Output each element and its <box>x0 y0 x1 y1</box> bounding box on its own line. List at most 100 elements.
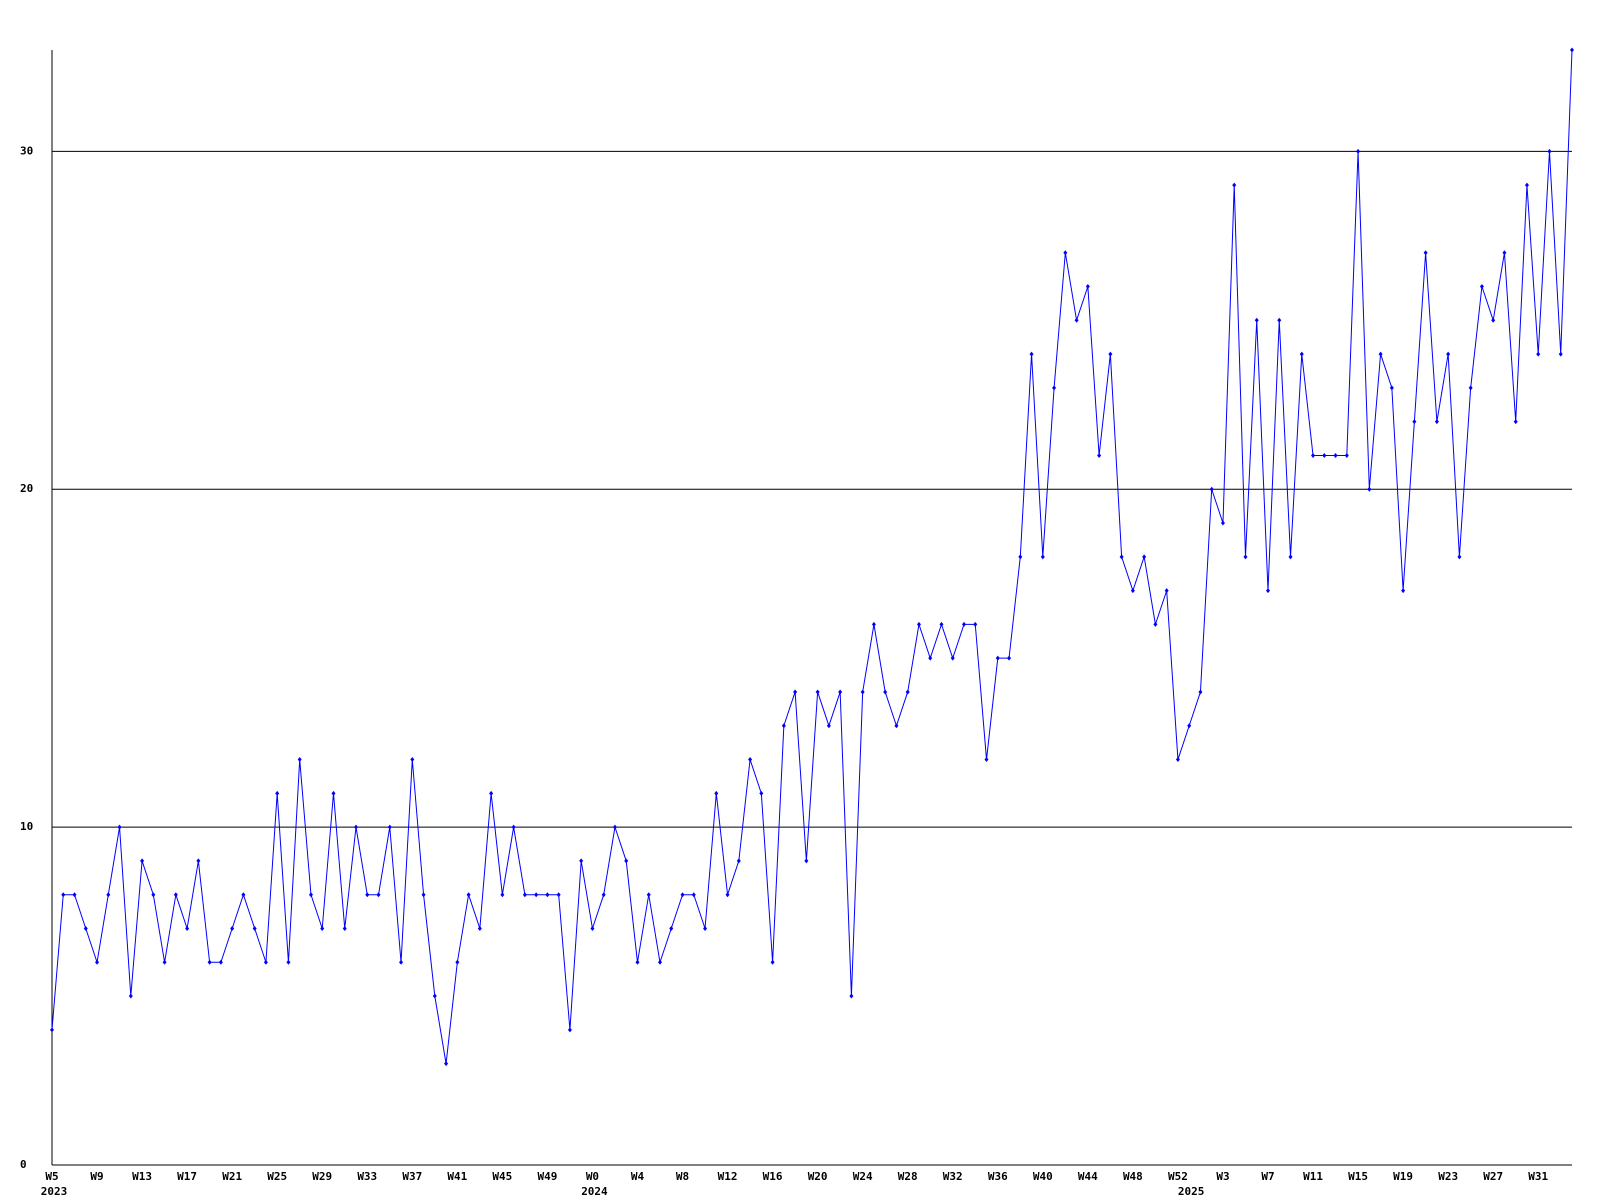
data-point <box>173 892 178 898</box>
x-tick-label: W20 <box>808 1170 828 1183</box>
data-point <box>140 858 145 864</box>
data-point <box>241 892 246 898</box>
data-point <box>365 892 370 898</box>
data-point <box>939 621 944 627</box>
data-point <box>1412 419 1417 425</box>
data-point <box>342 925 347 931</box>
data-point <box>916 621 921 627</box>
year-label: 2023 <box>41 1185 68 1198</box>
x-tick-label: W17 <box>177 1170 197 1183</box>
data-point <box>207 959 212 965</box>
y-tick-label: 30 <box>20 144 33 157</box>
data-point <box>1378 351 1383 357</box>
data-point <box>511 824 516 830</box>
data-point <box>590 925 595 931</box>
data-point <box>883 689 888 695</box>
data-point <box>781 723 786 729</box>
x-tick-label: W27 <box>1483 1170 1503 1183</box>
data-point <box>320 925 325 931</box>
data-point <box>331 790 336 796</box>
x-tick-label: W12 <box>718 1170 738 1183</box>
data-point <box>1434 419 1439 425</box>
data-point <box>410 757 415 763</box>
data-point <box>106 892 111 898</box>
x-tick-label: W15 <box>1348 1170 1368 1183</box>
data-point <box>826 723 831 729</box>
data-point <box>354 824 358 830</box>
data-point <box>714 790 719 796</box>
data-point <box>1209 486 1214 492</box>
data-point <box>545 892 550 898</box>
data-point <box>1187 723 1192 729</box>
data-point <box>500 892 505 898</box>
data-point <box>703 925 708 931</box>
data-point <box>669 925 674 931</box>
data-point <box>61 892 66 898</box>
data-point <box>646 892 651 898</box>
y-tick-label: 20 <box>20 482 33 495</box>
data-point <box>635 959 640 965</box>
x-tick-label: W7 <box>1261 1170 1274 1183</box>
data-point <box>612 824 617 830</box>
x-tick-label: W0 <box>586 1170 599 1183</box>
data-point <box>1344 452 1349 458</box>
data-point <box>128 993 133 999</box>
data-point <box>1299 351 1304 357</box>
x-tick-label: W33 <box>357 1170 377 1183</box>
data-point <box>1153 621 1158 627</box>
data-point <box>1570 47 1574 53</box>
x-tick-label: W13 <box>132 1170 152 1183</box>
data-point <box>83 925 88 931</box>
data-point <box>297 757 302 763</box>
x-tick-label: W24 <box>853 1170 873 1183</box>
data-point <box>1547 148 1552 154</box>
data-point <box>432 993 437 999</box>
data-point <box>455 959 460 965</box>
data-point <box>567 1027 572 1033</box>
data-point <box>748 757 753 763</box>
data-point <box>1536 351 1541 357</box>
data-point <box>1063 250 1068 256</box>
data-point <box>196 858 201 864</box>
x-tick-label: W28 <box>898 1170 918 1183</box>
data-point <box>252 925 257 931</box>
data-point <box>1288 554 1293 560</box>
data-point <box>1108 351 1113 357</box>
data-point <box>1266 588 1270 594</box>
x-tick-label: W36 <box>988 1170 1008 1183</box>
data-point <box>477 925 482 931</box>
data-point <box>522 892 527 898</box>
data-point <box>725 892 730 898</box>
data-point <box>962 621 966 627</box>
data-point <box>1254 317 1259 323</box>
x-tick-label: W3 <box>1216 1170 1229 1183</box>
data-point <box>815 689 820 695</box>
data-point <box>1311 452 1316 458</box>
data-point <box>804 858 809 864</box>
data-point <box>1052 385 1057 391</box>
data-point <box>1220 520 1225 526</box>
data-point <box>658 959 662 965</box>
data-point <box>894 723 899 729</box>
data-point <box>984 757 989 763</box>
data-point <box>72 892 77 898</box>
data-point <box>995 655 1000 661</box>
data-point <box>1446 351 1451 357</box>
year-label: 2025 <box>1178 1185 1205 1198</box>
data-point <box>1119 554 1124 560</box>
data-point <box>1479 284 1484 290</box>
data-point <box>1367 486 1372 492</box>
x-tick-label: W52 <box>1168 1170 1188 1183</box>
data-point <box>376 892 381 898</box>
data-point <box>1524 182 1529 188</box>
data-point <box>230 925 235 931</box>
data-point <box>1423 250 1428 256</box>
x-tick-label: W16 <box>763 1170 783 1183</box>
data-point <box>1007 655 1012 661</box>
data-point <box>624 858 629 864</box>
data-point <box>1558 351 1563 357</box>
x-tick-label: W29 <box>312 1170 332 1183</box>
data-point <box>838 689 843 695</box>
data-point <box>1277 317 1282 323</box>
data-point <box>286 959 291 965</box>
